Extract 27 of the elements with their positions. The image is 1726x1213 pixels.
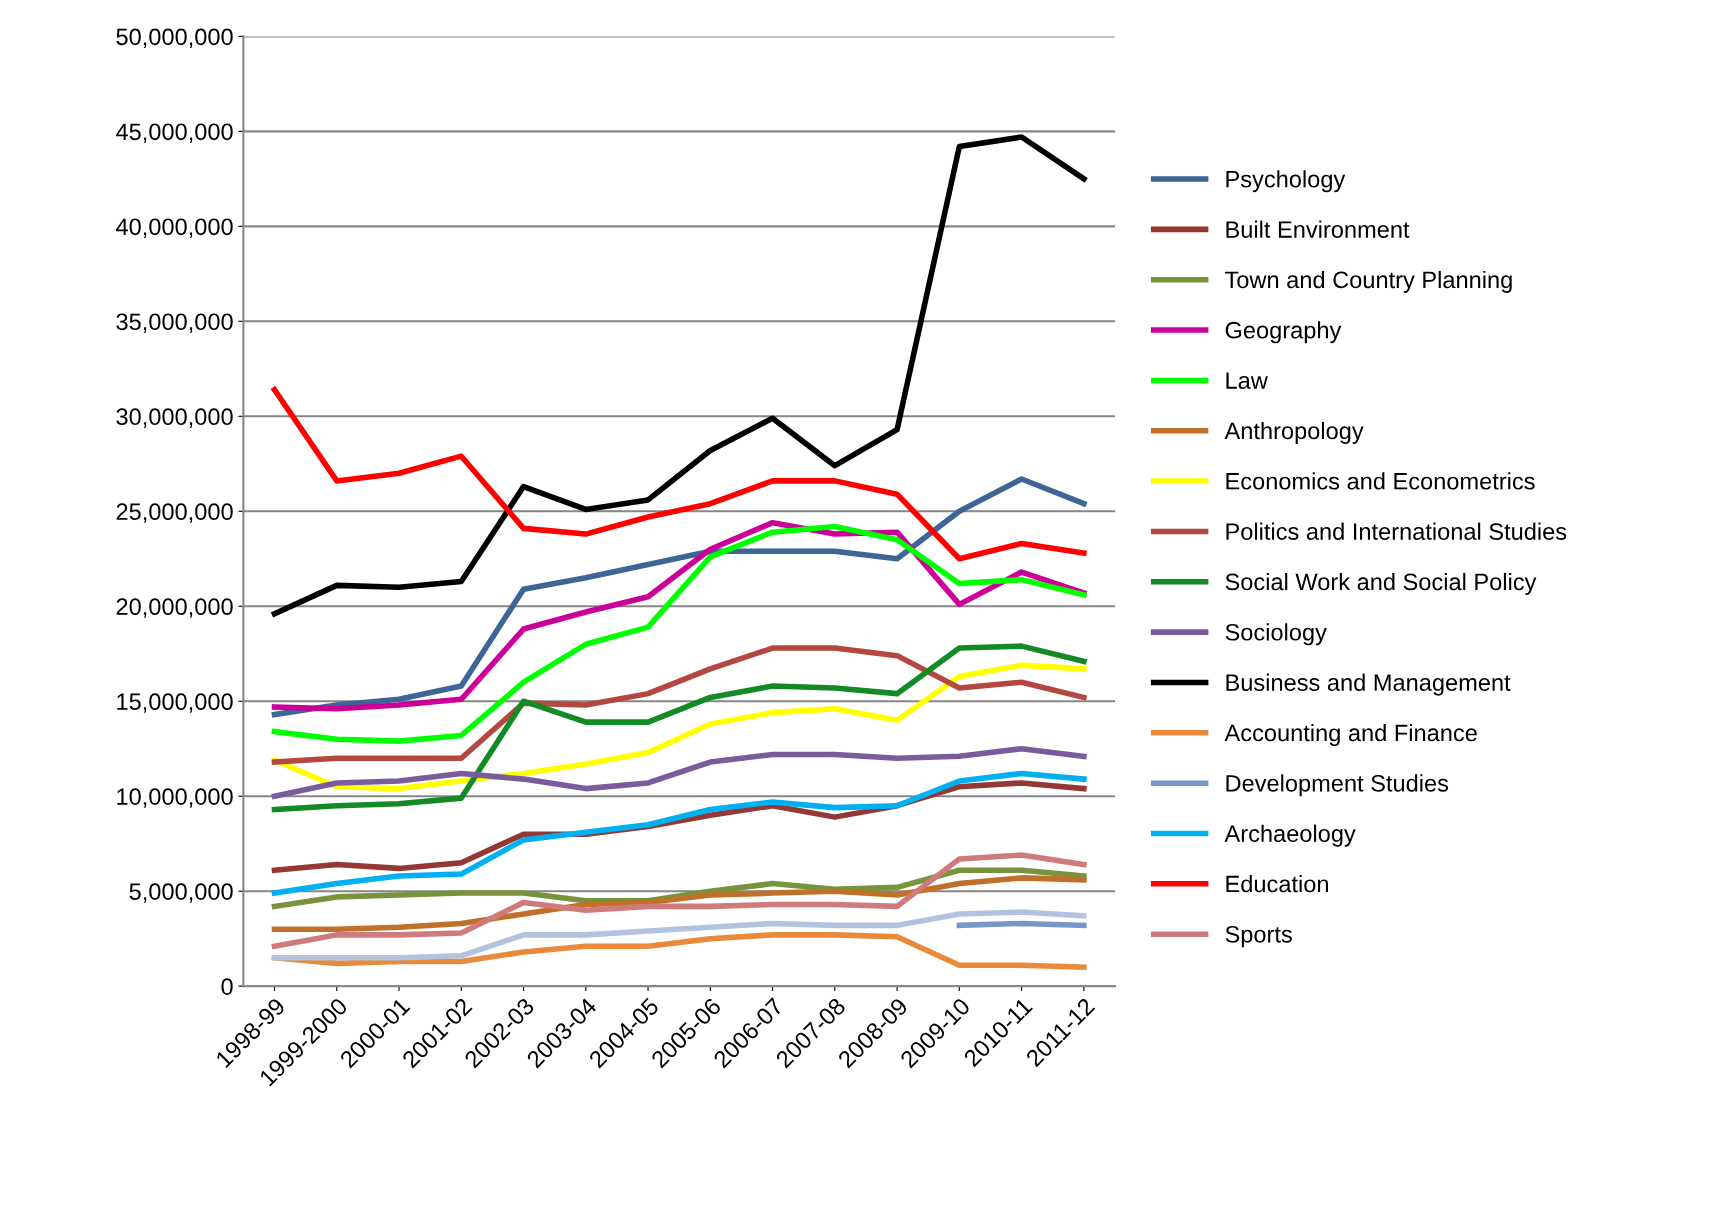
legend-label: Education [1226, 874, 1328, 893]
legend-label: Archaeology [1224, 824, 1356, 847]
y-tick-label: 35,000,000 [116, 313, 233, 333]
legend-label: Psychology [1226, 170, 1346, 193]
y-tick-label: 5,000,000 [129, 883, 233, 903]
legend-label: Sociology [1225, 623, 1327, 646]
legend-label: Development Studies [1226, 774, 1449, 797]
y-tick-label: 25,000,000 [116, 503, 233, 523]
legend-label: Business and Management [1226, 673, 1511, 696]
y-tick-label: 10,000,000 [117, 788, 233, 808]
legend-label: Anthropology [1224, 421, 1364, 444]
legend-label: Politics and International Studies [1226, 522, 1567, 540]
y-tick-label: 45,000,000 [116, 123, 233, 143]
legend-label: Economics and Econometrics [1226, 472, 1535, 490]
y-tick-label: 30,000,000 [116, 408, 233, 428]
legend-label: Social Work and Social Policy [1225, 572, 1537, 595]
y-tick-label: 40,000,000 [116, 218, 233, 238]
legend-label: Built Environment [1226, 220, 1410, 238]
y-tick-label: 15,000,000 [117, 693, 233, 713]
legend-label: Town and Country Planning [1225, 270, 1512, 293]
legend-label: Accounting and Finance [1224, 723, 1477, 746]
y-tick-label: 20,000,000 [116, 598, 233, 618]
y-tick-label: 50,000,000 [116, 28, 233, 48]
y-tick-label: 0 [221, 978, 233, 995]
legend-label: Law [1226, 372, 1268, 389]
legend-label: Sports [1225, 925, 1292, 948]
legend-label: Geography [1225, 321, 1342, 344]
